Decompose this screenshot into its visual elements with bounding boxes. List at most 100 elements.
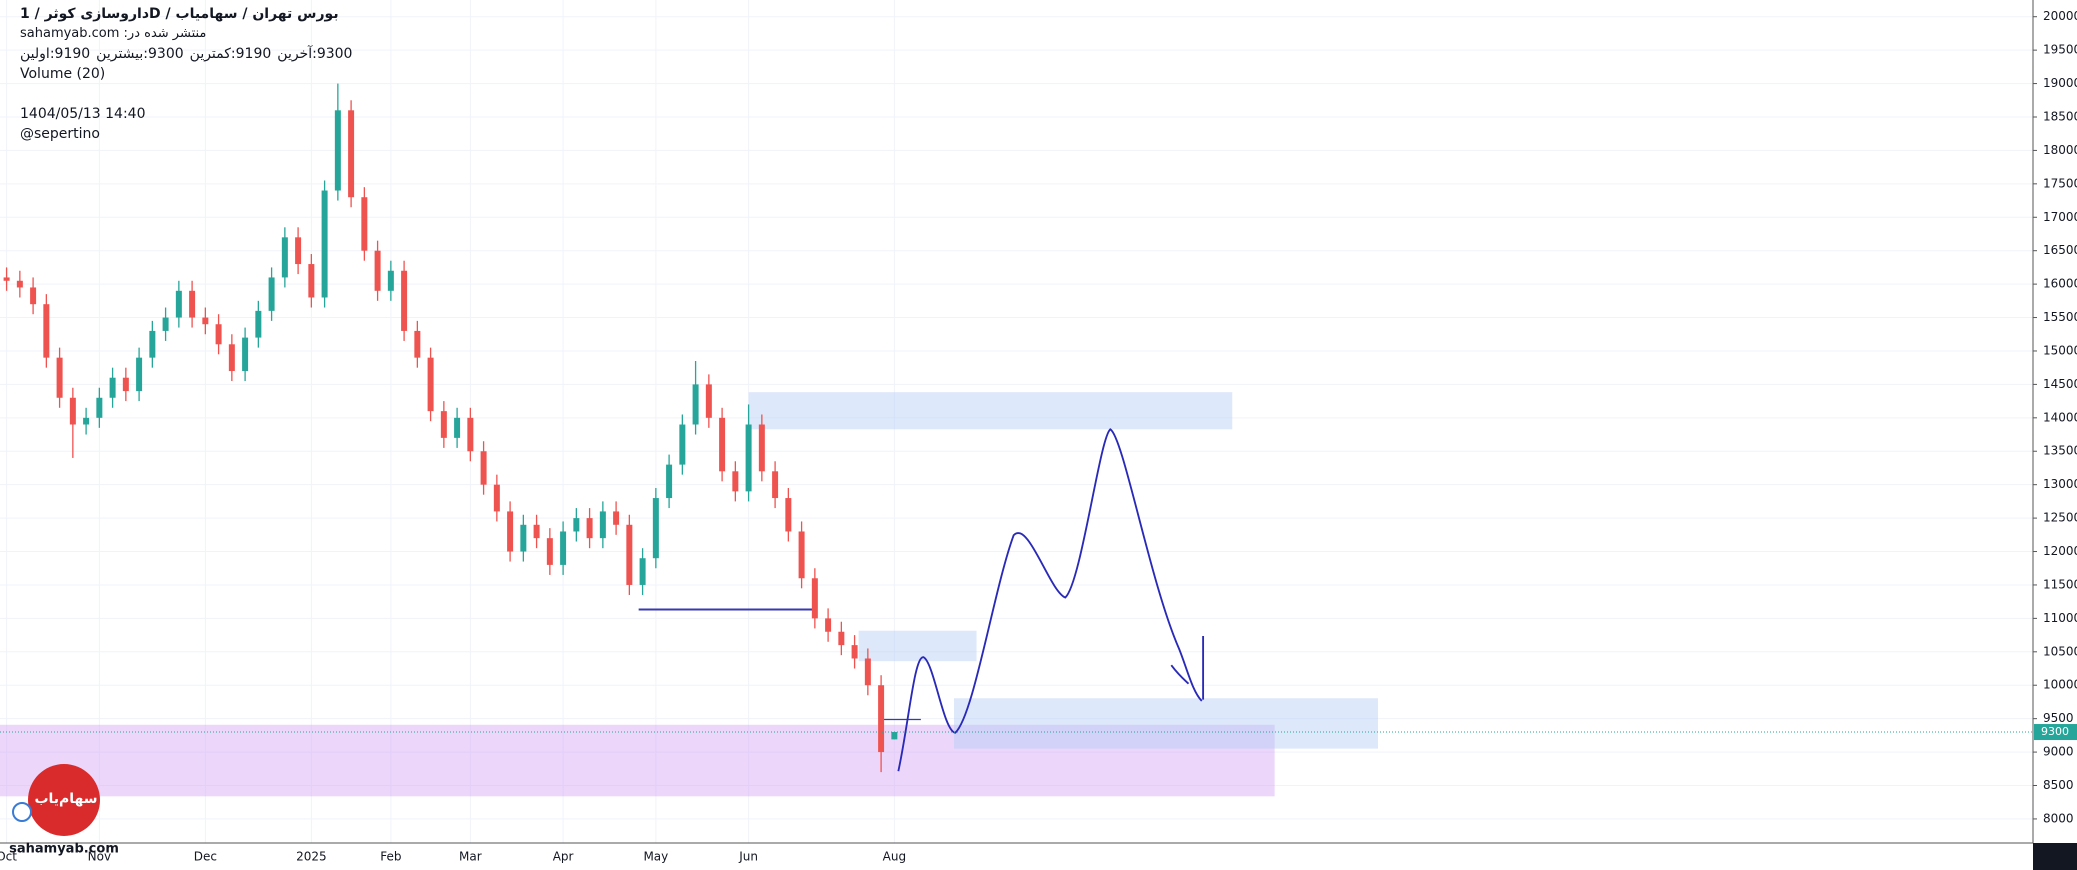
candle-body xyxy=(878,685,885,753)
candle-body xyxy=(891,732,898,740)
x-tick-label: Feb xyxy=(380,850,401,864)
candle-body xyxy=(189,290,196,318)
x-tick-label: Apr xyxy=(553,850,574,864)
candle-body xyxy=(467,417,474,452)
candle-body xyxy=(440,411,447,438)
author: @sepertino xyxy=(20,126,100,142)
time-axis-bg xyxy=(0,843,2033,870)
projection-arrow xyxy=(1170,636,1205,700)
y-tick-label: 17500 xyxy=(2043,176,2077,190)
x-tick-label: Nov xyxy=(88,850,111,864)
candle-body xyxy=(308,264,315,298)
ohlc-value: 9190 xyxy=(235,46,272,62)
candle-body xyxy=(798,531,805,579)
x-tick-label: May xyxy=(643,850,668,864)
y-tick-label: 18500 xyxy=(2043,109,2077,123)
ohlc-label: اولین: xyxy=(20,46,55,62)
candle-body xyxy=(427,357,434,412)
candle-body xyxy=(69,397,76,425)
candle-body xyxy=(454,417,461,438)
candle-body xyxy=(679,424,686,465)
logo-text: سهام‌یاب xyxy=(34,791,97,807)
candle-body xyxy=(745,424,752,492)
candle-body xyxy=(361,197,368,251)
ohlc-legend: اولین:9190 بیشترین:9300 کمترین:9190 آخرین:9… xyxy=(20,46,358,62)
candle-body xyxy=(507,511,514,552)
candle-body xyxy=(652,498,659,559)
candle-body xyxy=(533,524,540,539)
candle-body xyxy=(639,558,646,585)
candle-body xyxy=(520,524,527,552)
logo-site: sahamyab.com xyxy=(9,842,119,857)
candle-body xyxy=(30,287,37,305)
candle-body xyxy=(719,417,726,472)
ohlc-label: بیشترین: xyxy=(96,46,149,62)
y-tick-label: 16500 xyxy=(2043,243,2077,257)
candle-body xyxy=(321,190,328,298)
supply-zone xyxy=(858,630,977,662)
last-price-label: 9300 xyxy=(2041,725,2069,738)
x-tick-label: Oct xyxy=(0,850,17,864)
published: منتشر شده در: sahamyab.com xyxy=(20,26,206,41)
candle-body xyxy=(493,484,500,512)
candle-body xyxy=(560,531,567,565)
y-tick-label: 16000 xyxy=(2043,277,2077,291)
y-tick-label: 13000 xyxy=(2043,477,2077,491)
candle-body xyxy=(109,377,116,398)
x-tick-label: 2025 xyxy=(296,850,327,864)
candle-body xyxy=(136,357,143,392)
candle-body xyxy=(228,344,235,372)
candle-body xyxy=(3,277,10,281)
y-tick-label: 15500 xyxy=(2043,310,2077,324)
candle-body xyxy=(268,277,275,311)
y-tick-label: 9000 xyxy=(2043,745,2074,759)
y-tick-label: 12500 xyxy=(2043,511,2077,525)
candle-body xyxy=(334,110,341,191)
x-tick-label: Jun xyxy=(738,850,758,864)
y-tick-label: 17000 xyxy=(2043,210,2077,224)
candles-layer xyxy=(0,83,2033,773)
candle-body xyxy=(692,384,699,425)
candle-body xyxy=(666,464,673,499)
logo-icon xyxy=(12,802,32,822)
candle-body xyxy=(215,324,222,345)
ohlc-value: 9300 xyxy=(148,46,184,62)
indicator: Volume (20) xyxy=(20,66,106,82)
y-tick-label: 19500 xyxy=(2043,43,2077,57)
candle-body xyxy=(122,377,129,392)
candle-body xyxy=(149,330,156,358)
candle-body xyxy=(414,330,421,358)
candle-body xyxy=(586,518,593,539)
ohlc-label: کمترین: xyxy=(189,46,236,62)
candle-body xyxy=(162,317,169,331)
candle-body xyxy=(573,518,580,532)
candle-body xyxy=(758,424,765,472)
candle-body xyxy=(374,250,381,291)
candle-body xyxy=(772,471,779,499)
y-tick-label: 8500 xyxy=(2043,778,2074,792)
candle-body xyxy=(281,237,288,278)
candle-body xyxy=(242,337,249,372)
x-tick-label: Dec xyxy=(194,850,217,864)
ohlc-value: 9300 xyxy=(316,46,353,62)
y-tick-label: 10500 xyxy=(2043,644,2077,658)
candle-body xyxy=(348,110,355,198)
candle-body xyxy=(851,645,858,659)
ohlc-value: 9190 xyxy=(54,46,91,62)
x-tick-label: Aug xyxy=(883,850,906,864)
candle-body xyxy=(175,290,182,318)
y-tick-label: 20000 xyxy=(2043,9,2077,23)
candle-body xyxy=(811,578,818,619)
drawings xyxy=(0,392,1378,797)
candle-body xyxy=(732,471,739,492)
candle-body xyxy=(599,511,606,539)
timestamp: 1404/05/13 14:40 xyxy=(20,106,146,122)
y-tick-label: 9500 xyxy=(2043,711,2074,725)
x-tick-label: Mar xyxy=(459,850,482,864)
chart-title: داروسازی کوثر / 1D / بورس تهران / سهامیا… xyxy=(20,6,339,22)
axis-corner xyxy=(2033,843,2077,870)
candle-body xyxy=(56,357,63,398)
candle-body xyxy=(785,498,792,532)
